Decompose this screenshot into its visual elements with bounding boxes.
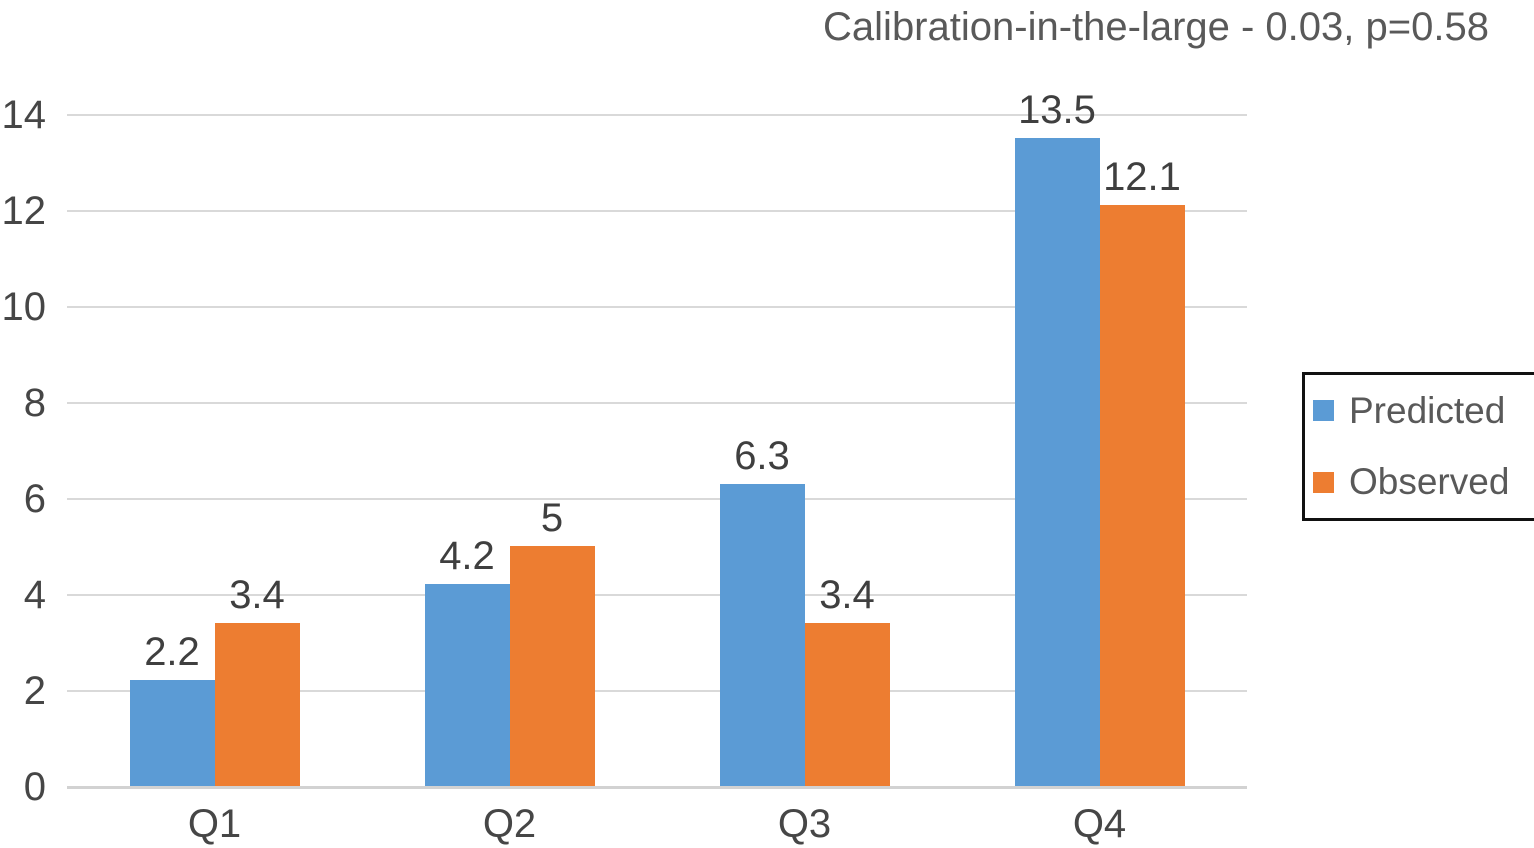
- observed-swatch-icon: [1313, 471, 1334, 493]
- bar-value-label: 3.4: [229, 572, 285, 617]
- bar-observed-q2: [509, 546, 595, 788]
- y-axis-tick-label: 4: [23, 573, 46, 617]
- legend-item-predicted: Predicted: [1313, 389, 1534, 433]
- bar-predicted-q4: [1014, 138, 1100, 788]
- gridline: [67, 498, 1247, 500]
- x-axis-line: [67, 786, 1247, 789]
- bar-value-label: 13.5: [1018, 88, 1096, 132]
- gridline: [67, 402, 1247, 404]
- bar-observed-q1: [214, 622, 300, 788]
- y-axis-tick-label: 0: [23, 765, 46, 809]
- bar-value-label: 2.2: [144, 630, 200, 675]
- gridline: [67, 690, 1247, 692]
- legend-item-observed: Observed: [1313, 460, 1534, 504]
- x-axis-label-q2: Q2: [482, 802, 537, 846]
- gridline: [67, 306, 1247, 308]
- y-axis-tick-label: 14: [1, 93, 47, 137]
- x-axis-label-q4: Q4: [1072, 802, 1127, 846]
- gridline: [67, 210, 1247, 212]
- chart-title: Calibration-in-the-large - 0.03, p=0.58: [823, 5, 1489, 49]
- y-axis-tick-label: 6: [23, 477, 46, 521]
- bar-predicted-q1: [129, 680, 215, 788]
- bar-value-label: 5: [540, 496, 564, 540]
- gridline: [67, 594, 1247, 596]
- bar-observed-q4: [1099, 205, 1185, 788]
- bar-value-label: 4.2: [439, 534, 495, 579]
- predicted-swatch-icon: [1313, 400, 1334, 422]
- x-axis-label-q3: Q3: [777, 802, 832, 846]
- bar-observed-q3: [804, 622, 890, 788]
- legend: Predicted Observed: [1302, 372, 1534, 521]
- legend-label-observed: Observed: [1349, 461, 1510, 503]
- y-axis-tick-label: 8: [23, 381, 46, 425]
- bar-value-label: 3.4: [819, 572, 875, 617]
- y-axis-tick-label: 10: [1, 285, 47, 329]
- legend-label-predicted: Predicted: [1349, 389, 1506, 431]
- bar-value-label: 12.1: [1103, 155, 1181, 200]
- bar-value-label: 6.3: [734, 433, 790, 478]
- y-axis-tick-label: 12: [1, 189, 47, 233]
- x-axis-label-q1: Q1: [187, 802, 242, 846]
- y-axis-tick-label: 2: [23, 669, 46, 713]
- bar-predicted-q3: [719, 483, 805, 788]
- bar-predicted-q2: [424, 584, 510, 788]
- gridline: [67, 114, 1247, 116]
